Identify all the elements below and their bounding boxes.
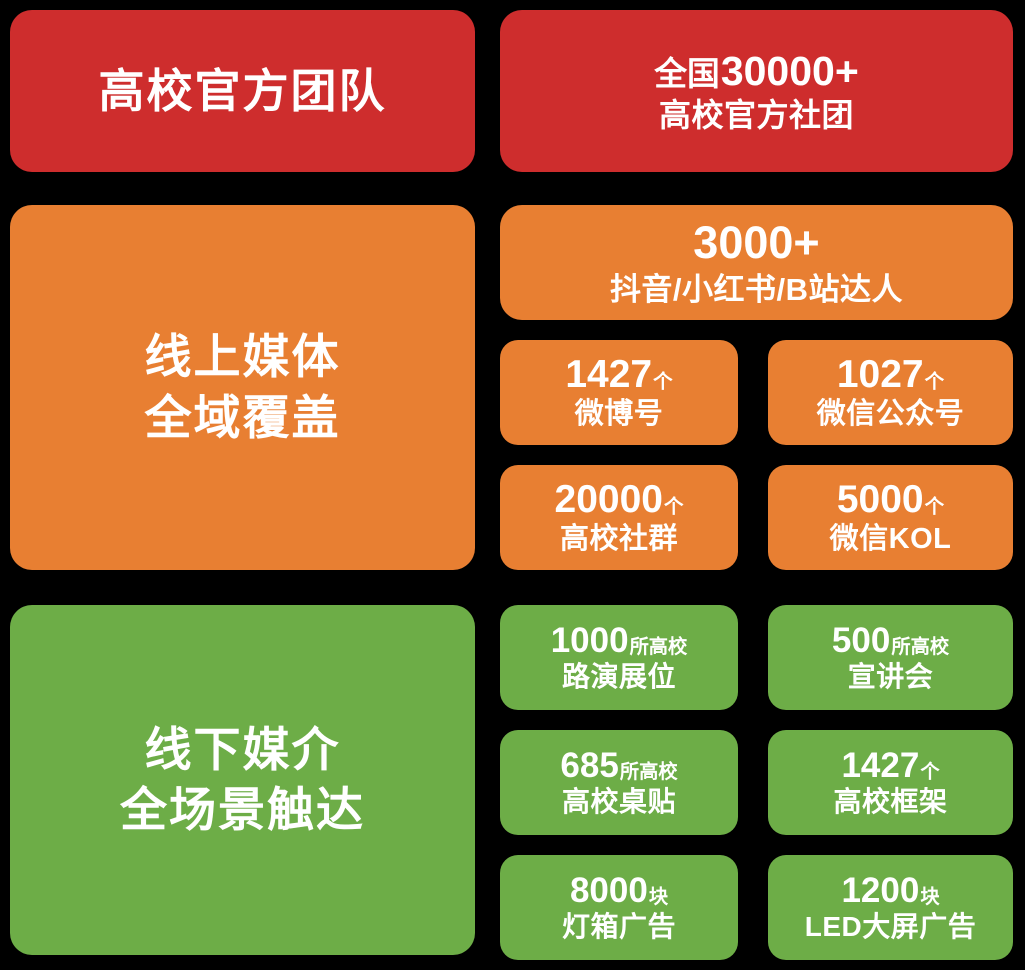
official-clubs-prefix: 全国 (654, 54, 720, 92)
wechat-official-value-line: 1027个 (837, 355, 944, 395)
offline-media-label: 线下媒介 全场景触达 (120, 720, 365, 840)
stat-card-lightbox-ad: 8000块 灯箱广告 (500, 855, 738, 960)
desk-sticker-number: 685 (560, 746, 619, 786)
wechat-kol-number: 5000 (836, 478, 924, 522)
info-session-number: 500 (831, 621, 891, 661)
campus-groups-unit: 个 (663, 496, 684, 519)
stat-card-info-session: 500所高校 宣讲会 (768, 605, 1013, 710)
led-screen-ad-number: 1200 (841, 871, 920, 911)
stat-card-official-clubs: 全国30000+ 高校官方社团 (500, 10, 1013, 172)
led-screen-ad-desc: LED大屏广告 (804, 911, 977, 943)
led-screen-ad-unit: 块 (920, 887, 940, 909)
stat-card-kol-talent: 3000+ 抖音/小红书/B站达人 (500, 205, 1013, 320)
official-team-label: 高校官方团队 (98, 64, 387, 117)
wechat-official-number: 1027 (836, 353, 924, 397)
wechat-kol-desc: 微信KOL (829, 523, 952, 556)
stat-card-desk-sticker: 685所高校 高校桌贴 (500, 730, 738, 835)
stat-card-led-screen-ad: 1200块 LED大屏广告 (768, 855, 1013, 960)
kol-talent-value-line: 3000+ (693, 216, 820, 268)
official-clubs-desc: 高校官方社团 (658, 96, 854, 133)
wechat-official-desc: 微信公众号 (816, 398, 965, 431)
roadshow-booth-unit: 所高校 (629, 637, 688, 659)
online-media-label: 线上媒体 全域覆盖 (145, 327, 341, 447)
stat-card-campus-groups: 20000个 高校社群 (500, 465, 738, 570)
campus-frame-number: 1427 (841, 746, 920, 786)
campus-frame-unit: 个 (920, 762, 940, 784)
stat-card-weibo-accounts: 1427个 微博号 (500, 340, 738, 445)
desk-sticker-unit: 所高校 (619, 762, 678, 784)
section-label-online-media: 线上媒体 全域覆盖 (10, 205, 475, 570)
official-clubs-value-line: 全国30000+ (654, 47, 859, 94)
weibo-accounts-unit: 个 (653, 371, 673, 394)
online-media-label-line2: 全域覆盖 (144, 390, 341, 444)
info-session-value-line: 500所高校 (832, 623, 949, 659)
kol-talent-desc: 抖音/小红书/B站达人 (609, 271, 904, 307)
lightbox-ad-unit: 块 (648, 887, 669, 909)
campus-frame-value-line: 1427个 (841, 748, 939, 784)
weibo-accounts-number: 1427 (565, 353, 653, 397)
roadshow-booth-desc: 路演展位 (561, 661, 676, 693)
wechat-kol-unit: 个 (924, 496, 945, 519)
stat-card-wechat-kol: 5000个 微信KOL (768, 465, 1013, 570)
section-label-official-team: 高校官方团队 (10, 10, 475, 172)
roadshow-booth-number: 1000 (550, 621, 629, 661)
weibo-accounts-value-line: 1427个 (565, 355, 672, 395)
roadshow-booth-value-line: 1000所高校 (551, 623, 688, 659)
led-screen-ad-value-line: 1200块 (841, 873, 939, 909)
weibo-accounts-desc: 微博号 (574, 398, 664, 431)
stat-card-campus-frame: 1427个 高校框架 (768, 730, 1013, 835)
section-label-offline-media: 线下媒介 全场景触达 (10, 605, 475, 955)
lightbox-ad-value-line: 8000块 (570, 873, 668, 909)
official-clubs-number: 30000+ (720, 47, 859, 94)
campus-frame-desc: 高校框架 (833, 786, 948, 818)
info-session-unit: 所高校 (891, 637, 950, 659)
lightbox-ad-number: 8000 (569, 871, 648, 911)
desk-sticker-desc: 高校桌贴 (561, 786, 676, 818)
wechat-kol-value-line: 5000个 (837, 480, 944, 520)
wechat-official-unit: 个 (924, 371, 945, 394)
info-session-desc: 宣讲会 (847, 661, 934, 693)
online-media-label-line1: 线上媒体 (144, 330, 341, 384)
campus-groups-desc: 高校社群 (559, 523, 678, 556)
offline-media-label-line1: 线下媒介 (144, 722, 341, 776)
stat-card-wechat-official: 1027个 微信公众号 (768, 340, 1013, 445)
lightbox-ad-desc: 灯箱广告 (561, 911, 676, 943)
campus-groups-value-line: 20000个 (555, 480, 684, 520)
offline-media-label-line2: 全场景触达 (120, 783, 365, 836)
kol-talent-number: 3000+ (693, 216, 820, 268)
stat-card-roadshow-booth: 1000所高校 路演展位 (500, 605, 738, 710)
desk-sticker-value-line: 685所高校 (560, 748, 677, 784)
campus-groups-number: 20000 (554, 478, 663, 522)
